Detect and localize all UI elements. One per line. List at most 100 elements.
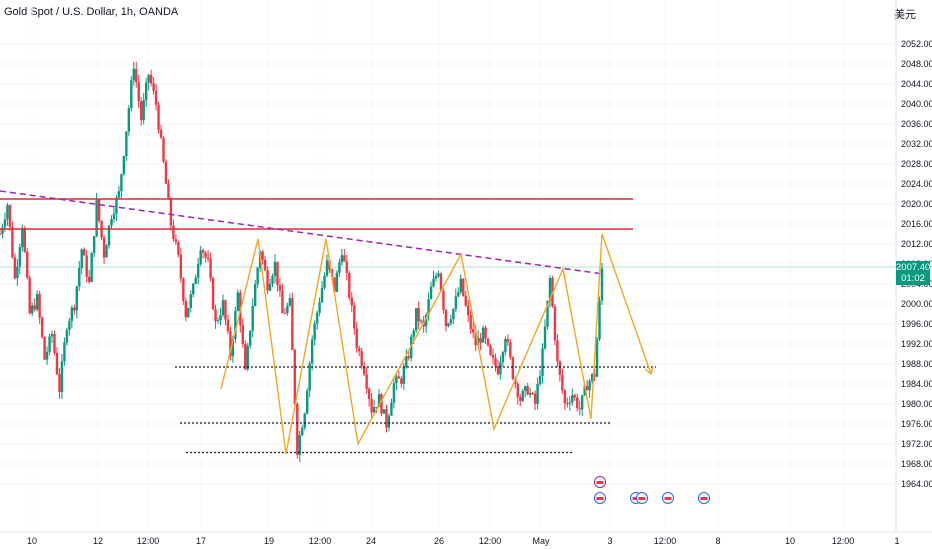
candle-body bbox=[179, 254, 183, 279]
candle-body bbox=[85, 255, 88, 277]
candle-body bbox=[315, 312, 319, 324]
candle-body bbox=[70, 307, 74, 322]
candle-body bbox=[102, 237, 106, 258]
candle-body bbox=[323, 275, 326, 288]
candle-body bbox=[231, 338, 235, 357]
candle-body bbox=[214, 309, 217, 322]
candle-body bbox=[588, 381, 591, 391]
candle-body bbox=[140, 101, 143, 121]
candle-body bbox=[60, 361, 64, 392]
currency-label[interactable]: 美元 bbox=[894, 9, 916, 21]
candle-body bbox=[35, 294, 39, 310]
candle-body bbox=[132, 68, 135, 81]
candle-body bbox=[125, 131, 128, 157]
candle-body bbox=[21, 228, 24, 248]
candle-body bbox=[110, 219, 113, 226]
candle-body bbox=[276, 261, 279, 285]
candle-body bbox=[402, 367, 406, 384]
y-tick-label: 2020.000 bbox=[901, 199, 932, 209]
candle-body bbox=[117, 191, 121, 198]
candle-body bbox=[593, 374, 596, 377]
candle-body bbox=[519, 397, 522, 401]
candle-body bbox=[40, 317, 44, 338]
candle-body bbox=[457, 292, 460, 297]
candle-body bbox=[325, 260, 329, 276]
candle-body bbox=[157, 104, 160, 130]
candle-body bbox=[303, 413, 306, 428]
candle-body bbox=[253, 284, 257, 306]
candle-body bbox=[45, 351, 49, 360]
x-tick-label: 10 bbox=[785, 536, 795, 546]
zigzag-pattern bbox=[220, 233, 652, 455]
candle-body bbox=[246, 345, 249, 370]
candle-body bbox=[452, 308, 455, 320]
candle-body bbox=[526, 386, 529, 395]
y-tick-label: 2040.000 bbox=[901, 99, 932, 109]
candle-body bbox=[147, 74, 150, 83]
candle-body bbox=[219, 315, 222, 321]
candle-body bbox=[199, 250, 202, 264]
candle-body bbox=[26, 251, 29, 278]
y-tick-label: 1964.000 bbox=[901, 479, 932, 489]
candle-body bbox=[221, 300, 225, 316]
candle-body bbox=[31, 305, 34, 314]
candle-body bbox=[73, 307, 76, 311]
candle-body bbox=[338, 262, 341, 273]
candle-body bbox=[83, 249, 86, 256]
candle-body bbox=[595, 339, 599, 377]
candle-body bbox=[434, 276, 438, 279]
candle-body bbox=[33, 305, 36, 310]
candle-body bbox=[377, 394, 381, 408]
candle-body bbox=[308, 363, 311, 391]
candle-body bbox=[524, 386, 527, 391]
event-flag-stripe bbox=[700, 497, 708, 500]
candle-body bbox=[144, 82, 148, 101]
candle-body bbox=[380, 394, 383, 414]
candle-body bbox=[400, 378, 403, 384]
candle-body bbox=[13, 257, 17, 279]
x-tick-label: May bbox=[532, 536, 550, 546]
candle-body bbox=[182, 278, 185, 302]
candle-body bbox=[206, 257, 210, 259]
candle-body bbox=[263, 259, 267, 271]
candle-body bbox=[556, 340, 559, 362]
candle-body bbox=[531, 392, 534, 394]
candle-body bbox=[192, 283, 195, 295]
x-tick-label: 12:00 bbox=[832, 536, 855, 546]
candle-body bbox=[23, 228, 26, 252]
x-tick-label: 1 bbox=[894, 536, 899, 546]
candle-body bbox=[189, 294, 192, 308]
candle-body bbox=[154, 90, 158, 105]
candle-body bbox=[538, 375, 542, 384]
candle-body bbox=[494, 357, 497, 367]
candle-body bbox=[506, 338, 510, 343]
y-tick-label: 1980.000 bbox=[901, 399, 932, 409]
candle-body bbox=[471, 329, 475, 333]
candle-body bbox=[278, 284, 282, 291]
candle-body bbox=[256, 267, 259, 285]
candle-body bbox=[509, 342, 512, 358]
candle-body bbox=[407, 356, 410, 359]
candle-body bbox=[417, 308, 420, 322]
candle-body bbox=[511, 357, 515, 379]
event-flag-stripe bbox=[596, 481, 604, 484]
candle-body bbox=[343, 255, 346, 262]
candle-body bbox=[95, 199, 98, 237]
candle-body bbox=[236, 292, 240, 311]
candle-body bbox=[261, 251, 264, 260]
y-tick-label: 2016.000 bbox=[901, 219, 932, 229]
candle-body bbox=[241, 325, 244, 345]
candle-body bbox=[271, 276, 274, 284]
x-tick-label: 12:00 bbox=[654, 536, 677, 546]
candle-body bbox=[3, 219, 7, 228]
candle-body bbox=[159, 129, 163, 138]
candle-body bbox=[97, 199, 101, 221]
candle-body bbox=[105, 245, 108, 258]
candle-body bbox=[580, 395, 584, 410]
candle-body bbox=[392, 383, 396, 403]
candle-body bbox=[122, 156, 126, 175]
candle-body bbox=[491, 355, 495, 358]
candle-body bbox=[358, 348, 361, 352]
